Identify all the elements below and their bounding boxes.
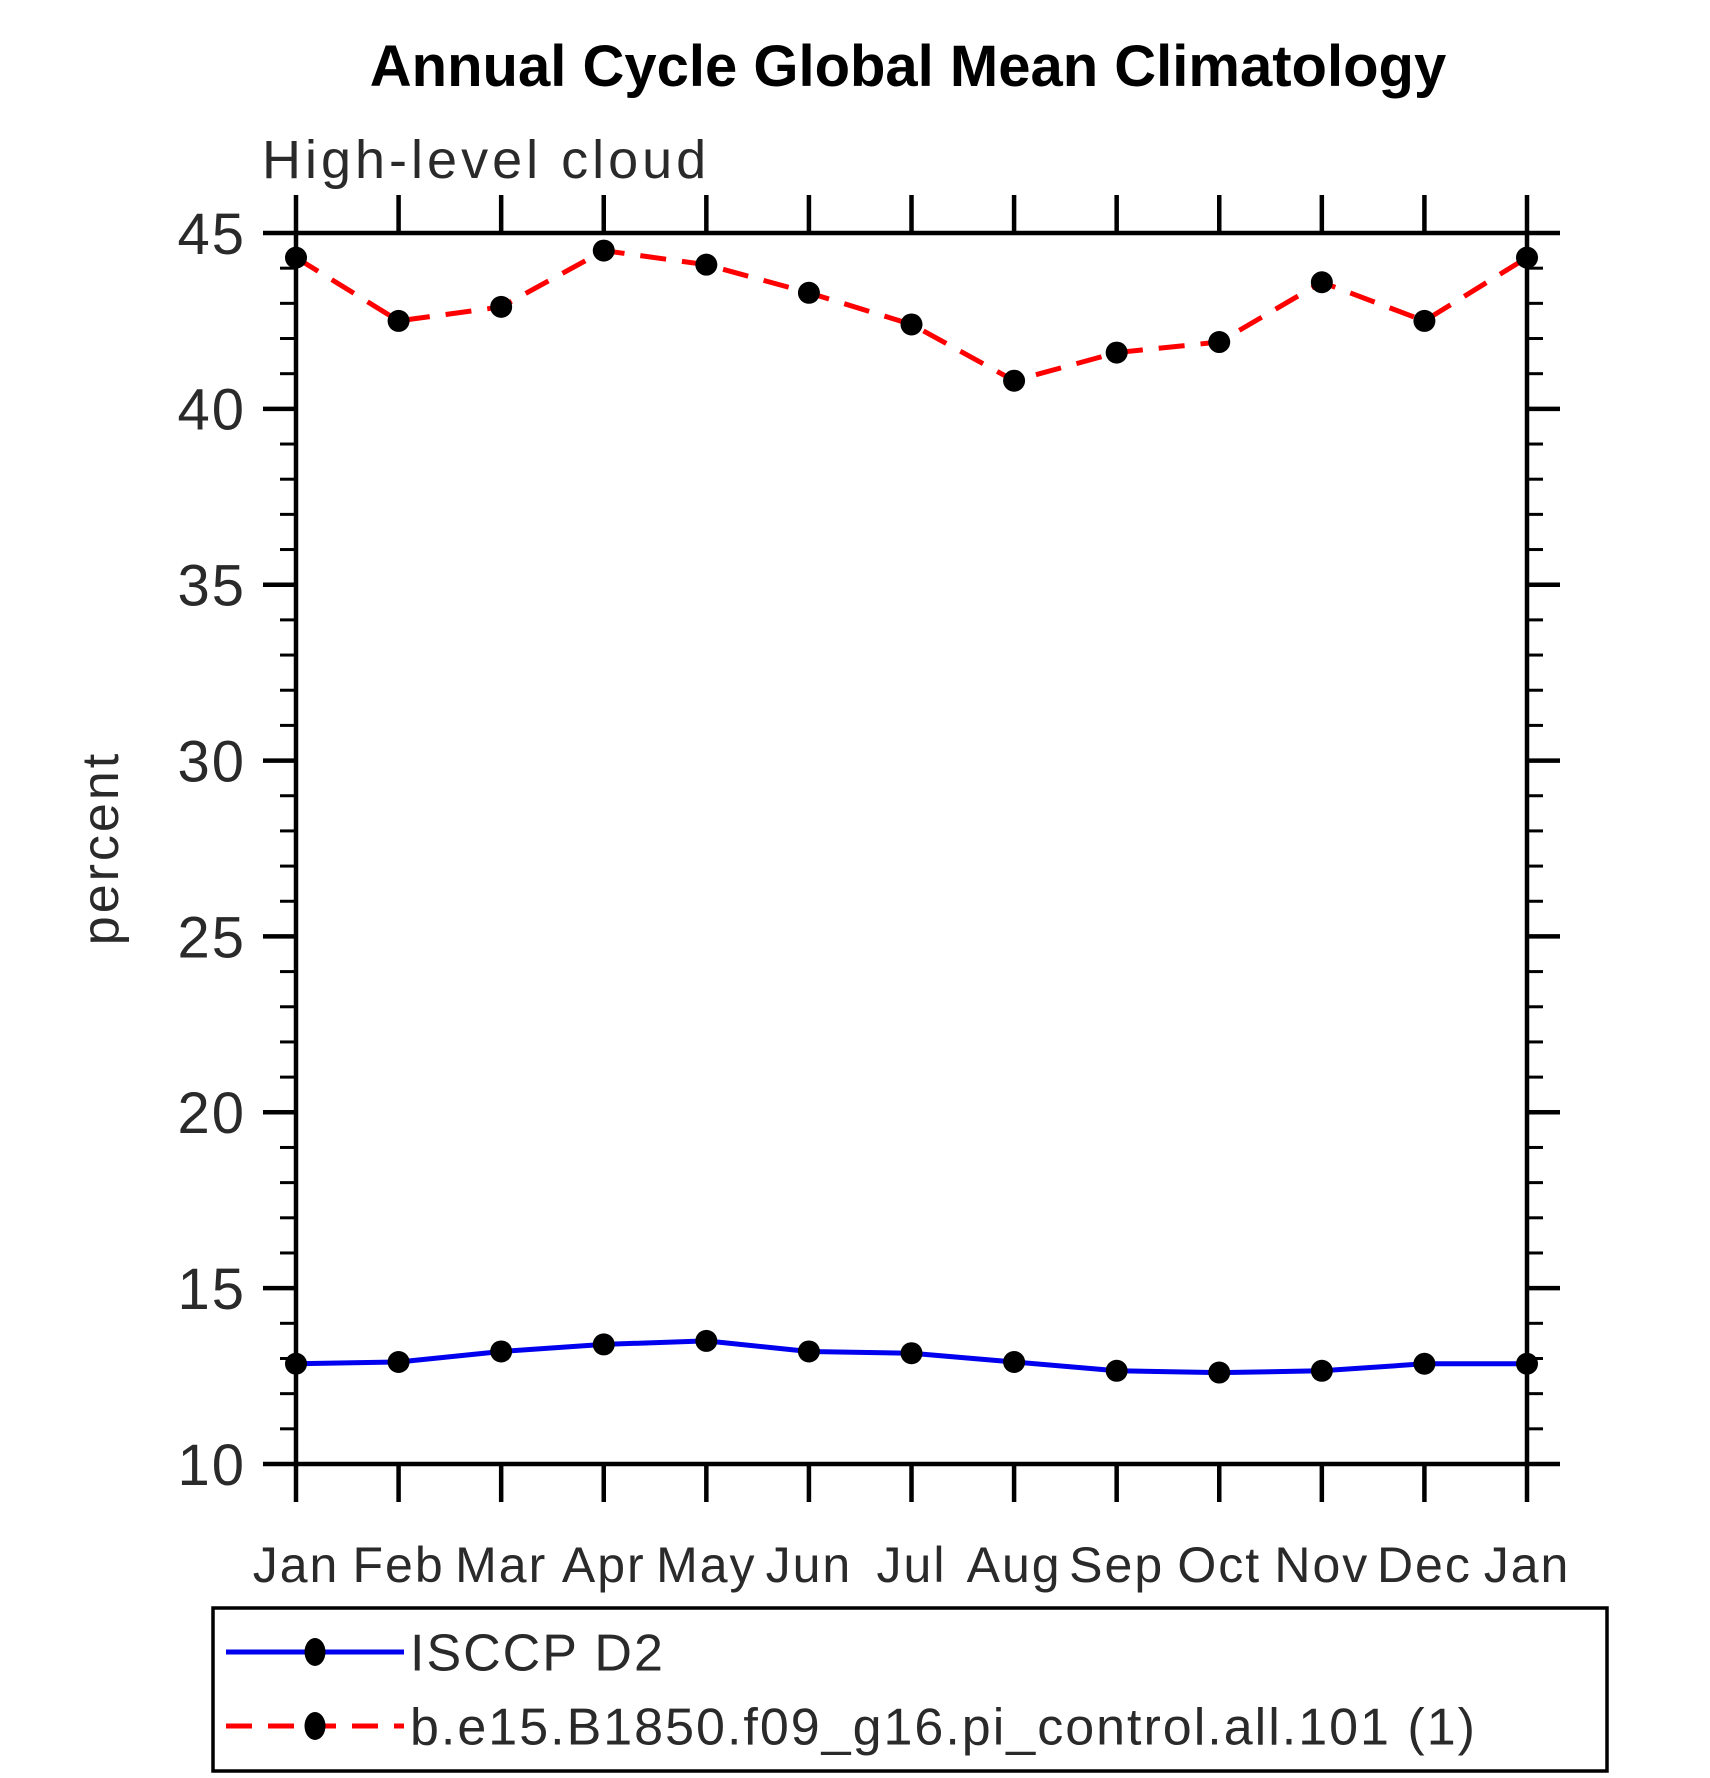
data-point-marker [1105,1359,1128,1382]
data-point-marker [695,1329,718,1352]
y-tick-label: 25 [177,905,246,970]
data-point-marker [387,1351,410,1374]
data-point-marker [387,309,410,332]
chart-subtitle: High-level cloud [262,130,710,190]
data-point-marker [1516,1352,1538,1375]
x-tick-label: Sep [1069,1537,1164,1593]
legend-marker-dot [304,1638,326,1666]
chart-title: Annual Cycle Global Mean Climatology [370,34,1446,99]
data-point-marker [285,1352,307,1375]
data-point-marker [900,313,923,336]
data-point-marker [285,246,307,269]
data-point-marker [797,281,820,304]
data-point-marker [1413,309,1436,332]
data-point-marker [1003,1351,1026,1374]
y-tick-label: 30 [177,729,246,794]
data-point-marker [695,253,718,276]
legend-label: b.e15.B1850.f09_g16.pi_control.all.101 (… [410,1699,1477,1757]
data-point-marker [592,239,615,262]
x-tick-label: Mar [455,1537,547,1593]
data-point-marker [1105,341,1128,364]
legend-entry-isccp-d2: ISCCP D2 [226,1625,665,1683]
legend: ISCCP D2 b.e15.B1850.f09_g16.pi_control.… [211,1606,1609,1773]
y-tick-label: 40 [177,378,246,443]
data-point-marker [797,1340,820,1363]
x-tick-label: Jul [877,1537,947,1593]
data-series [285,239,1538,1384]
x-tick-label: May [656,1537,756,1593]
y-tick-label: 15 [177,1257,246,1322]
y-tick-label: 45 [177,202,246,267]
y-tick-label: 35 [177,554,246,619]
legend-box [211,1606,1609,1773]
data-point-marker [1516,246,1538,269]
x-tick-label: Jan [1484,1537,1571,1593]
y-tick-label: 20 [177,1081,246,1146]
x-tick-label: Nov [1274,1537,1369,1593]
legend-entry-model-run: b.e15.B1850.f09_g16.pi_control.all.101 (… [226,1699,1477,1757]
x-tick-label: Jan [253,1537,340,1593]
x-tick-label: Oct [1177,1537,1261,1593]
data-point-marker [900,1342,923,1365]
legend-marker-dot [304,1712,326,1740]
x-tick-label: Dec [1377,1537,1472,1593]
data-point-marker [592,1333,615,1356]
y-axis-label: percent [72,751,130,945]
data-point-marker [1310,271,1333,294]
data-point-marker [490,1340,513,1363]
legend-label: ISCCP D2 [410,1625,665,1683]
x-tick-label: Aug [967,1537,1062,1593]
data-point-marker [490,295,513,318]
data-point-marker [1413,1352,1436,1375]
x-tick-label: Apr [562,1537,646,1593]
x-tick-label: Jun [766,1537,853,1593]
data-point-marker [1208,331,1231,354]
data-point-marker [1208,1361,1231,1384]
axes [263,195,1560,1502]
x-tick-label: Feb [352,1537,444,1593]
data-point-marker [1310,1359,1333,1382]
plot-frame [293,230,1530,1467]
data-point-marker [1003,369,1026,392]
y-tick-label: 10 [177,1433,246,1498]
